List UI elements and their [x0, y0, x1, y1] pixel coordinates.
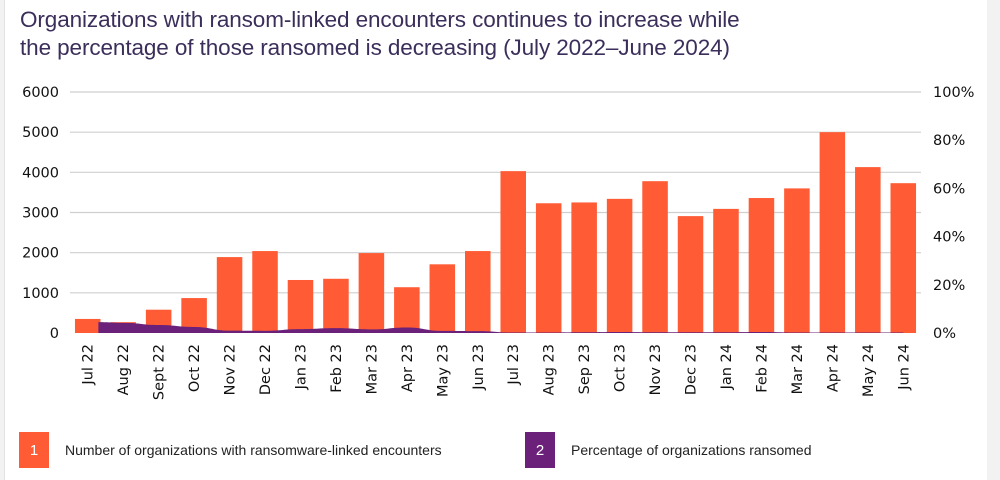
y-right-tick-label: 20%	[933, 278, 965, 294]
bar	[713, 208, 739, 333]
x-tick-label: Sep 23	[577, 344, 593, 394]
legend-swatch-ransomed: 2	[525, 432, 555, 468]
area-series	[98, 322, 904, 333]
y-left-tick-label: 1000	[22, 286, 59, 302]
x-tick-label: Aug 23	[542, 344, 558, 395]
bar	[500, 171, 526, 333]
y-left-tick-label: 4000	[22, 165, 59, 181]
bar	[571, 202, 597, 333]
x-tick-label: Aug 22	[116, 344, 132, 395]
bar	[855, 167, 881, 333]
x-tick-label: Feb 23	[329, 344, 345, 393]
bar	[784, 188, 810, 333]
bar	[890, 183, 917, 333]
legend-item-ransomed: 2 Percentage of organizations ransomed	[525, 432, 811, 468]
chart-title-line-1: Organizations with ransom-linked encount…	[20, 7, 740, 32]
y-right-tick-label: 0%	[933, 326, 956, 342]
x-tick-label: Oct 22	[187, 344, 203, 392]
x-tick-label: Jan 23	[293, 344, 309, 390]
bar	[429, 264, 456, 333]
y-left-tick-label: 3000	[22, 206, 59, 222]
y-left-tick-label: 0	[50, 326, 59, 342]
bar	[216, 257, 243, 333]
area-percentage-ransomed	[98, 322, 904, 333]
chart-title: Organizations with ransom-linked encount…	[20, 6, 920, 62]
x-tick-label: Mar 24	[790, 344, 806, 394]
x-tick-label: Jul 22	[81, 344, 97, 386]
chart-plot: 0 1000 2000 3000 4000 5000 6000 0% 20% 40% 60% 80%…	[22, 85, 974, 400]
y-axis-right: 0% 20% 40% 60% 80% 100%	[933, 85, 974, 342]
x-tick-label: Jun 24	[896, 344, 912, 391]
x-tick-label: Feb 24	[754, 344, 770, 393]
gridlines	[70, 91, 921, 294]
bar	[819, 132, 846, 333]
x-tick-label: Apr 23	[400, 344, 416, 392]
bar	[535, 203, 562, 333]
chart-card: Organizations with ransom-linked encount…	[4, 0, 987, 480]
x-tick-label: Apr 24	[825, 344, 841, 392]
x-tick-label: Dec 23	[684, 344, 700, 395]
legend-item-encounters: 1 Number of organizations with ransomwar…	[19, 432, 442, 468]
y-right-tick-label: 80%	[933, 133, 965, 149]
bar	[642, 181, 668, 333]
y-right-tick-label: 60%	[933, 181, 965, 197]
x-tick-label: Mar 23	[364, 344, 380, 394]
legend-swatch-encounters: 1	[19, 432, 49, 468]
y-right-tick-label: 100%	[933, 85, 974, 101]
x-axis: Jul 22 Aug 22 Sept 22 Oct 22 Nov 22 Dec 22 Jan…	[81, 344, 913, 400]
chart-title-line-2: the percentage of those ransomed is decr…	[20, 35, 730, 60]
bar	[358, 253, 385, 333]
x-tick-label: Dec 22	[258, 344, 274, 395]
bar	[74, 318, 101, 333]
x-tick-label: Jan 24	[719, 344, 735, 390]
x-tick-label: Jun 23	[471, 344, 487, 391]
legend-label-encounters: Number of organizations with ransomware-…	[65, 442, 442, 458]
y-left-tick-label: 6000	[22, 85, 59, 101]
bar	[465, 251, 491, 333]
x-tick-label: May 24	[861, 344, 877, 397]
bar-series	[74, 132, 917, 333]
x-tick-label: May 23	[435, 344, 451, 397]
bar	[606, 198, 633, 333]
y-left-tick-label: 5000	[22, 125, 59, 141]
x-tick-label: Oct 23	[613, 344, 629, 392]
bar	[748, 198, 775, 333]
x-tick-label: Nov 22	[223, 344, 239, 395]
x-tick-label: Nov 23	[648, 344, 664, 395]
legend-label-ransomed: Percentage of organizations ransomed	[571, 442, 812, 458]
bar	[252, 251, 278, 333]
bar	[323, 278, 349, 333]
x-tick-label: Jul 23	[506, 344, 522, 386]
y-right-tick-label: 40%	[933, 230, 965, 246]
y-axis-left: 0 1000 2000 3000 4000 5000 6000	[22, 85, 59, 342]
bar	[394, 287, 420, 333]
y-left-tick-label: 2000	[22, 246, 59, 262]
x-tick-label: Sept 22	[152, 344, 168, 400]
bar	[677, 216, 704, 333]
bar	[287, 279, 314, 333]
